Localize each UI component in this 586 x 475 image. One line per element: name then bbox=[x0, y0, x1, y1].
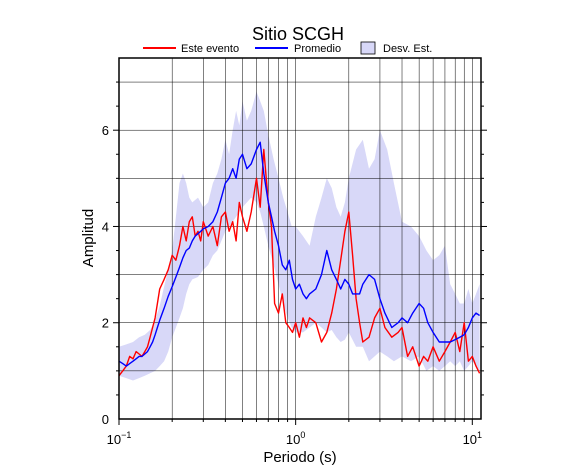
chart-title: Sitio SCGH bbox=[252, 24, 344, 44]
x-tick-label: 101 bbox=[463, 430, 482, 447]
x-axis-title: Periodo (s) bbox=[263, 449, 336, 466]
series-line-este-evento bbox=[118, 148, 481, 377]
tick-layer: 0 2 4 6 10−1 100 101 bbox=[102, 81, 487, 447]
y-tick-label: 6 bbox=[102, 123, 109, 138]
y-tick-label: 4 bbox=[102, 219, 109, 234]
legend-swatch-desv-est bbox=[360, 41, 376, 55]
x-tick-label: 10−1 bbox=[107, 430, 132, 447]
series-line-promedio bbox=[118, 141, 480, 367]
y-axis-title: Amplitud bbox=[80, 209, 97, 267]
legend-label-promedio: Promedio bbox=[294, 43, 341, 55]
series-layer bbox=[118, 141, 481, 377]
std-band bbox=[119, 91, 480, 381]
legend-label-este-evento: Este evento bbox=[181, 43, 239, 55]
grid-layer bbox=[119, 58, 481, 419]
y-tick-label: 2 bbox=[102, 316, 109, 331]
legend-label-desv-est: Desv. Est. bbox=[383, 43, 432, 55]
y-tick-label: 0 bbox=[102, 412, 109, 427]
legend: Este evento Promedio Desv. Est. bbox=[143, 41, 432, 55]
std-band-layer bbox=[119, 91, 480, 381]
x-tick-label: 100 bbox=[286, 430, 305, 447]
plot-frame bbox=[118, 57, 482, 420]
